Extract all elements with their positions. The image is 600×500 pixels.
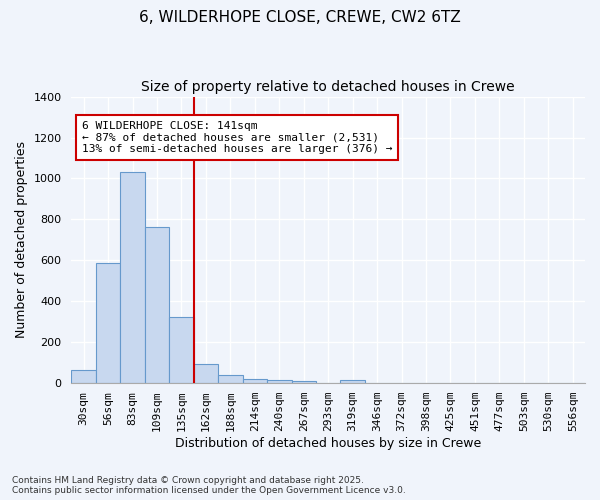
Bar <box>340 380 365 384</box>
Bar <box>242 379 267 384</box>
Bar <box>96 264 121 384</box>
Text: Contains HM Land Registry data © Crown copyright and database right 2025.
Contai: Contains HM Land Registry data © Crown c… <box>12 476 406 495</box>
Text: 6 WILDERHOPE CLOSE: 141sqm
← 87% of detached houses are smaller (2,531)
13% of s: 6 WILDERHOPE CLOSE: 141sqm ← 87% of deta… <box>82 121 392 154</box>
Bar <box>121 172 145 384</box>
Bar <box>267 380 292 384</box>
Bar <box>292 380 316 384</box>
Bar <box>218 375 242 384</box>
Text: 6, WILDERHOPE CLOSE, CREWE, CW2 6TZ: 6, WILDERHOPE CLOSE, CREWE, CW2 6TZ <box>139 10 461 25</box>
Bar <box>145 226 169 384</box>
Bar <box>71 370 96 384</box>
Title: Size of property relative to detached houses in Crewe: Size of property relative to detached ho… <box>142 80 515 94</box>
Bar <box>194 364 218 384</box>
Y-axis label: Number of detached properties: Number of detached properties <box>15 142 28 338</box>
X-axis label: Distribution of detached houses by size in Crewe: Distribution of detached houses by size … <box>175 437 481 450</box>
Bar <box>169 316 194 384</box>
